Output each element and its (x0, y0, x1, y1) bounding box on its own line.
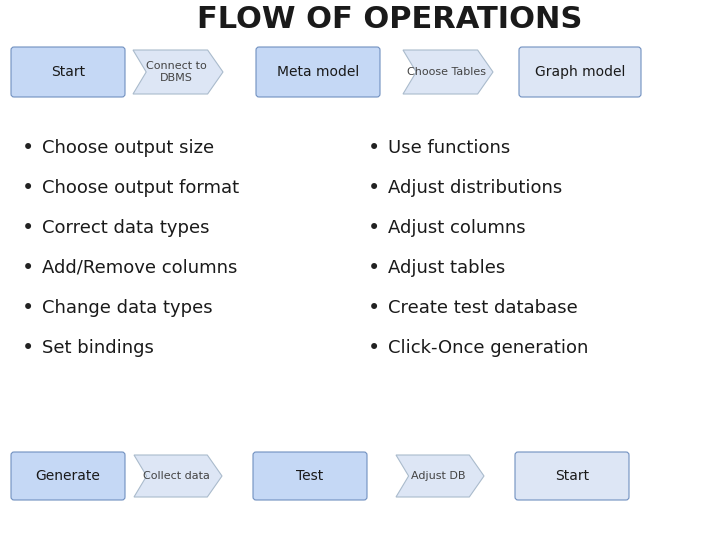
Text: Adjust tables: Adjust tables (388, 259, 505, 277)
FancyBboxPatch shape (11, 47, 125, 97)
FancyBboxPatch shape (11, 452, 125, 500)
Polygon shape (134, 455, 222, 497)
Text: Create test database: Create test database (388, 299, 577, 317)
Text: •: • (368, 298, 380, 318)
Text: Start: Start (555, 469, 589, 483)
Text: Connect to
DBMS: Connect to DBMS (146, 61, 207, 83)
Text: Choose output size: Choose output size (42, 139, 214, 157)
Text: •: • (22, 218, 35, 238)
Text: Click-Once generation: Click-Once generation (388, 339, 588, 357)
Text: Set bindings: Set bindings (42, 339, 154, 357)
Text: Adjust distributions: Adjust distributions (388, 179, 562, 197)
Polygon shape (133, 50, 223, 94)
Text: Choose output format: Choose output format (42, 179, 239, 197)
Text: •: • (368, 178, 380, 198)
Text: •: • (368, 138, 380, 158)
Text: Change data types: Change data types (42, 299, 212, 317)
Text: •: • (22, 178, 35, 198)
FancyBboxPatch shape (519, 47, 641, 97)
Text: Meta model: Meta model (277, 65, 359, 79)
Text: •: • (22, 298, 35, 318)
Text: •: • (368, 218, 380, 238)
Text: Generate: Generate (35, 469, 100, 483)
Text: Start: Start (51, 65, 85, 79)
Text: Add/Remove columns: Add/Remove columns (42, 259, 238, 277)
Text: Choose Tables: Choose Tables (408, 67, 486, 77)
Text: •: • (368, 258, 380, 278)
Text: •: • (22, 338, 35, 358)
Text: Test: Test (297, 469, 323, 483)
Text: Collect data: Collect data (143, 471, 210, 481)
Text: Adjust columns: Adjust columns (388, 219, 526, 237)
Text: Use functions: Use functions (388, 139, 510, 157)
Text: •: • (22, 138, 35, 158)
FancyBboxPatch shape (253, 452, 367, 500)
Text: Correct data types: Correct data types (42, 219, 210, 237)
FancyBboxPatch shape (515, 452, 629, 500)
Text: •: • (368, 338, 380, 358)
Polygon shape (403, 50, 493, 94)
Text: Adjust DB: Adjust DB (412, 471, 466, 481)
Text: Graph model: Graph model (535, 65, 625, 79)
FancyBboxPatch shape (256, 47, 380, 97)
Text: •: • (22, 258, 35, 278)
Polygon shape (396, 455, 484, 497)
Text: FLOW OF OPERATIONS: FLOW OF OPERATIONS (197, 5, 582, 35)
